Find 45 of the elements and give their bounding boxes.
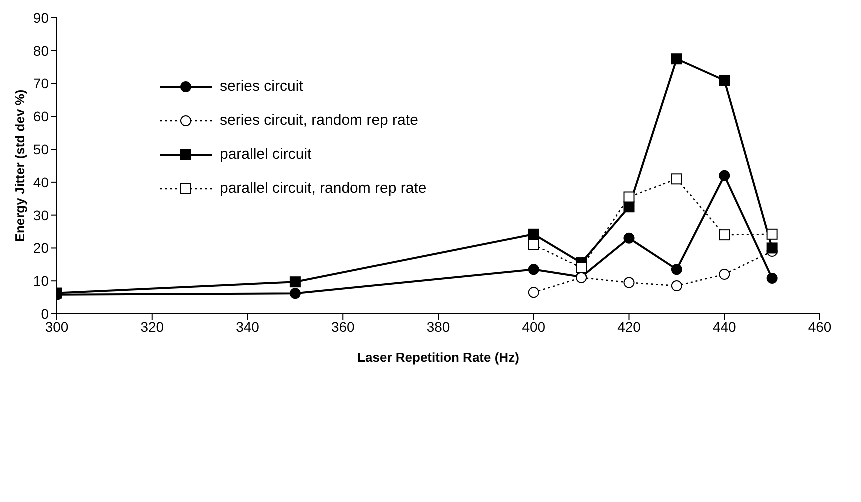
y-tick-label: 30 xyxy=(33,207,50,224)
point xyxy=(766,228,778,240)
x-axis-title: Laser Repetition Rate (Hz) xyxy=(358,350,520,365)
point xyxy=(624,192,635,203)
point xyxy=(766,242,778,254)
point xyxy=(290,276,301,288)
point xyxy=(671,264,682,276)
y-tick-label: 50 xyxy=(33,142,50,158)
point xyxy=(528,239,540,250)
point xyxy=(719,74,730,86)
y-tick-label: 80 xyxy=(33,42,50,59)
x-tick-label: 460 xyxy=(808,318,832,335)
x-tick-label: 440 xyxy=(712,318,737,335)
y-tick-label: 90 xyxy=(33,10,50,26)
point xyxy=(290,288,301,300)
point xyxy=(766,272,778,284)
y-tick-label: 10 xyxy=(33,273,50,290)
x-tick-label: 380 xyxy=(426,318,450,335)
point xyxy=(576,262,588,274)
y-axis-title: Energy Jitter (std dev %) xyxy=(12,90,28,242)
legend-label: parallel circuit xyxy=(220,146,312,163)
x-tick-label: 340 xyxy=(236,318,260,335)
point xyxy=(528,264,540,276)
point xyxy=(671,280,682,292)
x-tick-label: 360 xyxy=(331,318,356,335)
x-tick-label: 420 xyxy=(618,318,642,335)
y-tick-label: 70 xyxy=(33,76,50,92)
point xyxy=(528,287,540,298)
y-tick-label: 60 xyxy=(33,108,50,125)
point xyxy=(671,174,682,185)
legend-label: series circuit, random rep rate xyxy=(220,112,418,129)
point xyxy=(624,202,635,213)
legend-label: parallel circuit, random rep rate xyxy=(220,180,427,197)
point xyxy=(719,269,730,280)
x-tick-label: 320 xyxy=(140,318,164,335)
x-tick-label: 400 xyxy=(522,318,546,335)
point xyxy=(719,170,730,182)
legend-label: series circuit xyxy=(220,78,304,95)
point xyxy=(671,54,682,65)
y-tick-label: 20 xyxy=(33,240,50,256)
point xyxy=(624,232,635,244)
point xyxy=(719,230,730,241)
y-tick-label: 40 xyxy=(33,174,50,190)
point xyxy=(528,228,540,240)
point xyxy=(624,277,635,288)
